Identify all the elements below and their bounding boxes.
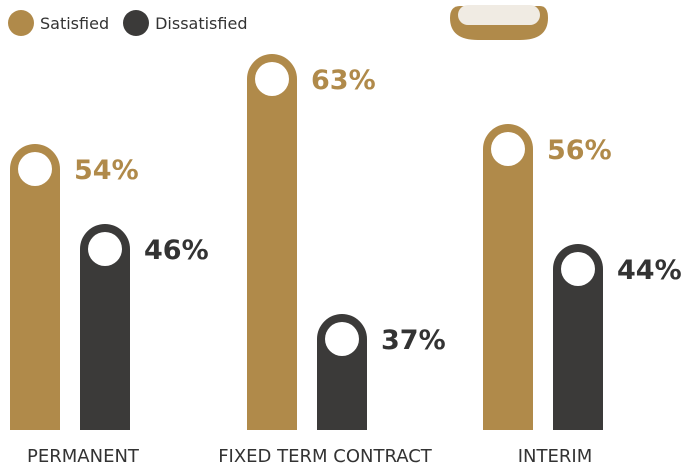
legend-label-dissatisfied: Dissatisfied bbox=[155, 13, 248, 33]
legend-item-dissatisfied: Dissatisfied bbox=[123, 10, 247, 36]
bar-dissatisfied-2 bbox=[553, 244, 603, 430]
bar-base-dissatisfied-0 bbox=[80, 405, 130, 430]
value-label-dissatisfied-2: 44% bbox=[617, 255, 682, 286]
marker-satisfied-2 bbox=[491, 132, 525, 166]
value-label-satisfied-2: 56% bbox=[547, 135, 612, 166]
category-label-1: FIXED TERM CONTRACT bbox=[218, 446, 433, 467]
value-label-dissatisfied-0: 46% bbox=[144, 235, 209, 266]
bar-satisfied-1 bbox=[247, 54, 297, 430]
legend: Satisfied Dissatisfied bbox=[8, 9, 261, 37]
legend-swatch-satisfied bbox=[8, 10, 34, 36]
pill-badge-icon bbox=[450, 5, 548, 40]
bar-base-satisfied-0 bbox=[10, 405, 60, 430]
category-label-2: INTERIM bbox=[518, 446, 593, 467]
bar-base-dissatisfied-2 bbox=[553, 405, 603, 430]
bar-dissatisfied-0 bbox=[80, 224, 130, 430]
category-label-0: PERMANENT bbox=[27, 446, 140, 467]
bar-base-satisfied-2 bbox=[483, 405, 533, 430]
marker-dissatisfied-2 bbox=[561, 252, 595, 286]
legend-item-satisfied: Satisfied bbox=[8, 10, 109, 36]
marker-dissatisfied-1 bbox=[325, 322, 359, 356]
value-label-satisfied-0: 54% bbox=[74, 155, 139, 186]
legend-swatch-dissatisfied bbox=[123, 10, 150, 36]
value-label-dissatisfied-1: 37% bbox=[381, 325, 446, 356]
bar-base-dissatisfied-1 bbox=[317, 405, 367, 430]
bars-layer bbox=[10, 54, 603, 430]
value-label-satisfied-1: 63% bbox=[311, 65, 376, 96]
bar-satisfied-2 bbox=[483, 124, 533, 430]
marker-satisfied-1 bbox=[255, 62, 289, 96]
marker-satisfied-0 bbox=[18, 152, 52, 186]
bar-satisfied-0 bbox=[10, 144, 60, 430]
legend-label-satisfied: Satisfied bbox=[40, 13, 110, 33]
marker-dissatisfied-0 bbox=[88, 232, 122, 266]
labels-layer: 54% 63% 56% 46% 37% 44% PERMANENT FIXED TERM CO… bbox=[27, 65, 682, 467]
bar-base-satisfied-1 bbox=[247, 405, 297, 430]
